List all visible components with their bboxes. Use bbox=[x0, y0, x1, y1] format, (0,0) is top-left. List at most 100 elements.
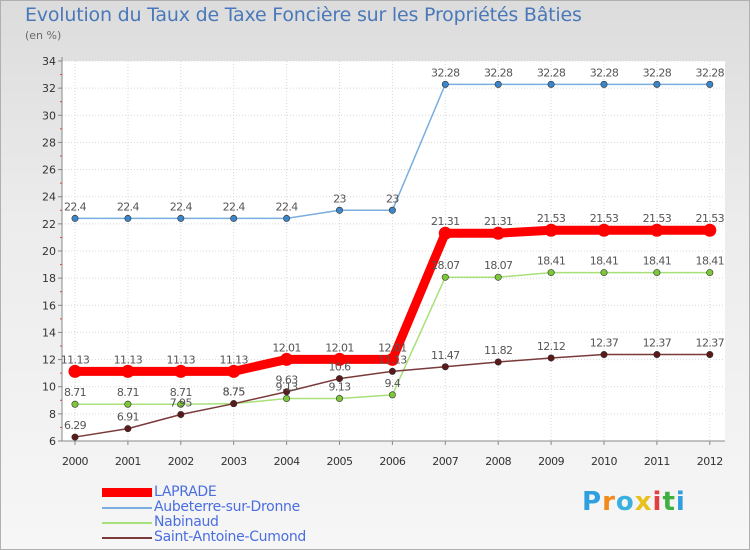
data-label-aubeterre-sur-dronne: 22.4 bbox=[276, 200, 299, 213]
data-point-saint-antoine-cumond bbox=[177, 411, 185, 419]
legend-swatch-nabinaud bbox=[102, 522, 152, 524]
data-point-saint-antoine-cumond bbox=[600, 351, 608, 359]
data-point-nabinaud bbox=[547, 269, 555, 277]
logo-letter: t bbox=[662, 487, 676, 517]
data-point-nabinaud bbox=[494, 273, 502, 281]
data-label-nabinaud: 18.41 bbox=[643, 255, 672, 268]
data-label-saint-antoine-cumond: 12.37 bbox=[590, 337, 619, 350]
data-label-nabinaud: 8.71 bbox=[117, 386, 139, 399]
legend-label-nabinaud: Nabinaud bbox=[154, 514, 219, 530]
data-point-saint-antoine-cumond bbox=[283, 388, 291, 396]
y-tick-label: 10 bbox=[42, 381, 56, 394]
data-point-laprade bbox=[68, 364, 82, 378]
data-point-saint-antoine-cumond bbox=[653, 351, 661, 359]
logo-letter: o bbox=[615, 487, 635, 517]
data-label-laprade: 11.13 bbox=[219, 353, 248, 366]
y-tick-label: 8 bbox=[49, 408, 56, 421]
data-label-saint-antoine-cumond: 7.95 bbox=[170, 397, 193, 410]
data-label-aubeterre-sur-dronne: 22.4 bbox=[64, 200, 87, 213]
y-tick-label: 28 bbox=[42, 136, 56, 149]
data-point-aubeterre-sur-dronne bbox=[494, 80, 502, 88]
y-tick-label: 22 bbox=[42, 218, 56, 231]
data-point-laprade bbox=[650, 223, 664, 237]
data-point-nabinaud bbox=[600, 269, 608, 277]
data-label-aubeterre-sur-dronne: 32.28 bbox=[431, 66, 460, 79]
data-label-nabinaud: 18.07 bbox=[484, 259, 513, 272]
data-point-aubeterre-sur-dronne bbox=[283, 214, 291, 222]
logo-letter: r bbox=[602, 487, 616, 517]
legend-swatch-aubeterre bbox=[102, 507, 152, 509]
data-label-laprade: 12.01 bbox=[378, 341, 407, 354]
data-point-aubeterre-sur-dronne bbox=[177, 214, 185, 222]
data-point-saint-antoine-cumond bbox=[124, 425, 132, 433]
data-label-saint-antoine-cumond: 12.12 bbox=[537, 340, 566, 353]
x-tick-label: 2003 bbox=[221, 455, 247, 468]
data-point-nabinaud bbox=[283, 395, 291, 403]
data-point-aubeterre-sur-dronne bbox=[124, 214, 132, 222]
data-label-saint-antoine-cumond: 9.63 bbox=[276, 374, 299, 387]
x-tick-label: 2007 bbox=[432, 455, 458, 468]
data-label-saint-antoine-cumond: 6.29 bbox=[64, 419, 87, 432]
data-label-aubeterre-sur-dronne: 32.28 bbox=[590, 66, 619, 79]
chart-title: Evolution du Taux de Taxe Foncière sur l… bbox=[25, 4, 582, 26]
data-label-saint-antoine-cumond: 6.91 bbox=[117, 411, 139, 424]
data-point-saint-antoine-cumond bbox=[388, 367, 396, 375]
data-point-nabinaud bbox=[335, 395, 343, 403]
data-point-laprade bbox=[491, 226, 505, 240]
y-tick-label: 18 bbox=[42, 272, 56, 285]
x-tick-label: 2004 bbox=[274, 455, 300, 468]
data-label-saint-antoine-cumond: 8.75 bbox=[223, 386, 246, 399]
data-label-laprade: 12.01 bbox=[325, 341, 354, 354]
data-label-aubeterre-sur-dronne: 32.28 bbox=[537, 66, 566, 79]
y-tick-label: 16 bbox=[42, 299, 56, 312]
data-label-nabinaud: 9.13 bbox=[328, 381, 351, 394]
data-label-laprade: 12.01 bbox=[272, 341, 301, 354]
data-point-laprade bbox=[280, 352, 294, 366]
data-label-aubeterre-sur-dronne: 23 bbox=[386, 192, 399, 205]
data-point-laprade bbox=[703, 223, 717, 237]
data-point-laprade bbox=[174, 364, 188, 378]
data-label-aubeterre-sur-dronne: 32.28 bbox=[643, 66, 672, 79]
data-label-laprade: 21.31 bbox=[431, 215, 460, 228]
data-label-aubeterre-sur-dronne: 32.28 bbox=[696, 66, 725, 79]
data-label-nabinaud: 9.13 bbox=[276, 381, 299, 394]
data-point-laprade bbox=[597, 223, 611, 237]
data-label-laprade: 11.13 bbox=[114, 353, 143, 366]
data-point-nabinaud bbox=[71, 400, 79, 408]
data-point-nabinaud bbox=[124, 400, 132, 408]
data-label-nabinaud: 8.71 bbox=[64, 386, 86, 399]
data-point-saint-antoine-cumond bbox=[441, 363, 449, 371]
data-label-saint-antoine-cumond: 11.13 bbox=[378, 353, 407, 366]
y-tick-label: 12 bbox=[42, 354, 56, 367]
data-point-saint-antoine-cumond bbox=[706, 351, 714, 359]
data-point-saint-antoine-cumond bbox=[230, 400, 238, 408]
data-label-laprade: 11.13 bbox=[167, 353, 196, 366]
y-tick-label: 24 bbox=[42, 191, 56, 204]
x-tick-label: 2006 bbox=[379, 455, 405, 468]
data-point-aubeterre-sur-dronne bbox=[230, 214, 238, 222]
data-point-laprade bbox=[385, 352, 399, 366]
data-point-laprade bbox=[333, 352, 346, 366]
data-point-aubeterre-sur-dronne bbox=[600, 80, 608, 88]
data-label-nabinaud: 9.4 bbox=[385, 377, 401, 390]
data-label-laprade: 11.13 bbox=[61, 353, 90, 366]
proxiti-logo: Proxiti bbox=[582, 487, 686, 517]
y-tick-label: 34 bbox=[42, 55, 56, 68]
legend-label-laprade: LAPRADE bbox=[154, 484, 217, 500]
y-tick-label: 14 bbox=[42, 326, 56, 339]
x-tick-label: 2002 bbox=[168, 455, 194, 468]
data-point-saint-antoine-cumond bbox=[71, 433, 79, 441]
data-point-aubeterre-sur-dronne bbox=[547, 80, 555, 88]
data-label-nabinaud: 18.07 bbox=[431, 259, 460, 272]
data-label-aubeterre-sur-dronne: 22.4 bbox=[223, 200, 246, 213]
data-label-nabinaud: 8.75 bbox=[223, 386, 246, 399]
y-tick-label: 32 bbox=[42, 82, 56, 95]
data-label-nabinaud: 18.41 bbox=[590, 255, 619, 268]
data-point-nabinaud bbox=[706, 269, 714, 277]
data-label-laprade: 21.53 bbox=[537, 212, 566, 225]
data-label-aubeterre-sur-dronne: 32.28 bbox=[484, 66, 513, 79]
y-tick-label: 20 bbox=[42, 245, 56, 258]
logo-letter: x bbox=[634, 487, 653, 517]
data-label-saint-antoine-cumond: 11.47 bbox=[431, 349, 460, 362]
